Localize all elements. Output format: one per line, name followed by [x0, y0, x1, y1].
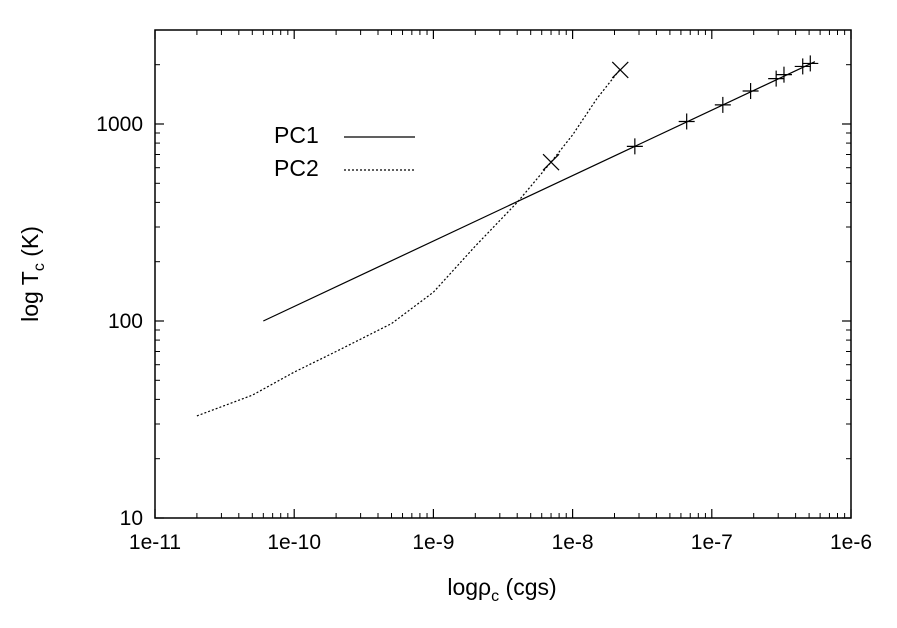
legend: PC1 PC2 — [274, 122, 415, 181]
series-layer — [196, 61, 816, 417]
x-tick-label: 1e-11 — [129, 531, 181, 554]
axis-ticks — [154, 29, 852, 519]
legend-label-pc1: PC1 — [274, 122, 319, 148]
y-axis-title: log Tc (K) — [17, 226, 48, 322]
y-tick-label: 10 — [120, 507, 143, 530]
y-tick-label: 1000 — [96, 113, 143, 136]
x-tick-label: 1e-7 — [691, 531, 733, 554]
y-tick-label: 100 — [108, 310, 143, 333]
x-tick-label: 1e-8 — [552, 531, 594, 554]
marker-pc1 — [626, 138, 643, 155]
plot-frame — [154, 29, 852, 519]
series-line-pc2 — [196, 68, 621, 417]
x-tick-label: 1e-9 — [412, 531, 454, 554]
y-tick-labels: 10 100 1000 — [96, 113, 143, 530]
marker-pc2 — [542, 153, 560, 171]
marker-pc1 — [768, 70, 785, 87]
x-tick-label: 1e-6 — [830, 531, 872, 554]
marker-pc2 — [611, 61, 629, 79]
legend-label-pc2: PC2 — [274, 155, 319, 181]
marker-pc1 — [678, 113, 695, 130]
marker-pc1 — [714, 96, 731, 113]
marker-pc1 — [802, 55, 819, 72]
marker-pc1 — [775, 66, 792, 83]
series-line-pc1 — [263, 61, 816, 322]
marker-pc1 — [794, 58, 811, 75]
marker-layer — [542, 55, 819, 171]
x-tick-label: 1e-10 — [267, 531, 321, 554]
x-axis-title: logρc (cgs) — [447, 574, 556, 605]
marker-pc1 — [742, 83, 759, 100]
x-tick-labels: 1e-11 1e-10 1e-9 1e-8 1e-7 1e-6 — [129, 531, 872, 554]
